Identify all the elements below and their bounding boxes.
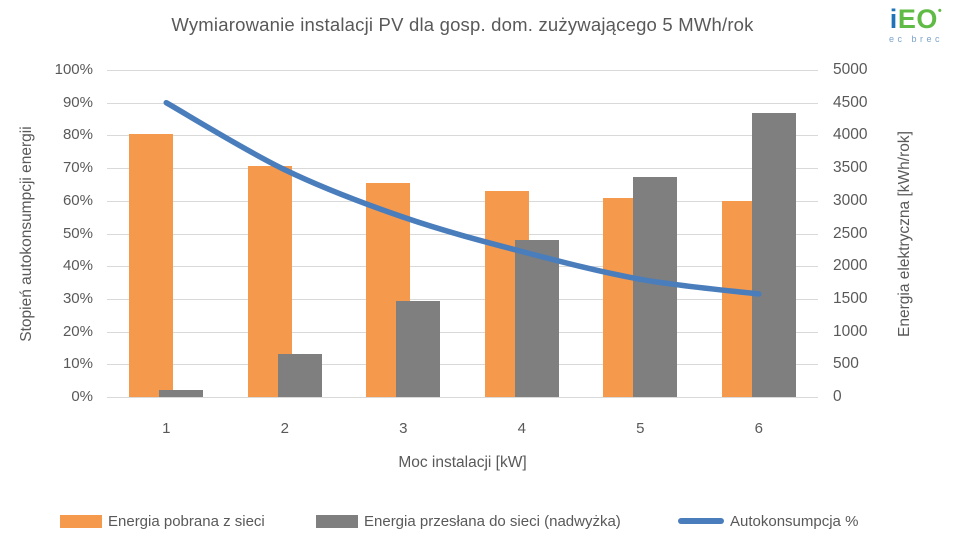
bar-energia-przeslana — [514, 240, 559, 397]
logo-subtext: ec brec — [888, 34, 943, 44]
chart-title: Wymiarowanie instalacji PV dla gosp. dom… — [171, 14, 754, 35]
x-tick-label: 4 — [517, 420, 526, 437]
right-tick-label: 500 — [833, 355, 859, 373]
gridline — [107, 102, 818, 104]
legend-item-autokonsumpcja: Autokonsumpcja % — [678, 507, 858, 535]
line-autokonsumpcja — [163, 99, 762, 297]
left-tick-label: 40% — [62, 257, 93, 275]
gridline — [107, 168, 818, 170]
x-tick-label: 3 — [399, 420, 408, 437]
bar-energia-pobrana — [129, 134, 174, 397]
left-tick-label: 0% — [71, 388, 93, 405]
legend-item-energia-przeslana: Energia przesłana do sieci (nadwyżka) — [316, 507, 621, 535]
bar-energia-przeslana — [396, 300, 441, 397]
right-tick-label: 2500 — [833, 224, 868, 242]
bar-energia-przeslana — [277, 354, 322, 397]
plot-area — [107, 70, 818, 398]
left-tick-label: 60% — [62, 191, 93, 209]
logo-letter-i: i — [889, 4, 898, 34]
legend-label: Energia przesłana do sieci (nadwyżka) — [364, 512, 621, 530]
right-tick-label: 2000 — [833, 257, 868, 275]
bar-energia-przeslana — [751, 112, 796, 397]
bar-energia-przeslana — [633, 176, 678, 397]
gridline — [107, 331, 818, 333]
left-tick-label: 10% — [62, 355, 93, 373]
gridline — [107, 70, 818, 71]
left-tick-label: 30% — [62, 289, 93, 307]
legend-label: Energia pobrana z sieci — [108, 512, 265, 530]
left-tick-label: 90% — [62, 93, 93, 111]
gridline — [107, 266, 818, 268]
x-tick-label: 6 — [754, 420, 763, 437]
logo-dot-icon: • — [937, 5, 943, 17]
gridline — [107, 298, 818, 300]
legend-label: Autokonsumpcja % — [730, 512, 859, 530]
ieo-logo: iEO• ec brec — [878, 6, 954, 44]
legend-swatch-gray-bar — [316, 514, 358, 528]
left-tick-label: 80% — [62, 126, 93, 144]
x-tick-label: 2 — [280, 420, 289, 437]
x-axis-title: Moc instalacji [kW] — [398, 454, 527, 471]
left-tick-label: 50% — [62, 224, 93, 242]
left-tick-label: 20% — [62, 322, 93, 340]
legend-swatch-blue-line — [678, 518, 724, 524]
right-tick-label: 3000 — [833, 191, 868, 209]
right-tick-label: 1000 — [833, 322, 868, 340]
logo-letters-eo: EO — [897, 4, 938, 34]
right-tick-label: 0 — [833, 388, 842, 405]
bar-energia-przeslana — [159, 390, 204, 397]
legend-item-energia-pobrana: Energia pobrana z sieci — [60, 507, 265, 535]
x-tick-label: 1 — [162, 420, 171, 437]
left-tick-label: 100% — [54, 61, 93, 78]
gridline — [107, 200, 818, 202]
right-tick-label: 3500 — [833, 159, 868, 177]
right-tick-label: 1500 — [833, 289, 868, 307]
gridline — [107, 397, 818, 398]
x-tick-label: 5 — [636, 420, 645, 437]
left-tick-label: 70% — [62, 159, 93, 177]
right-tick-label: 4000 — [833, 126, 868, 144]
legend-swatch-orange-bar — [60, 514, 102, 528]
right-tick-label: 4500 — [833, 93, 868, 111]
right-tick-label: 5000 — [833, 61, 868, 78]
gridline — [107, 135, 818, 137]
gridline — [107, 364, 818, 366]
ieo-logo-wordmark: iEO• — [878, 6, 954, 33]
